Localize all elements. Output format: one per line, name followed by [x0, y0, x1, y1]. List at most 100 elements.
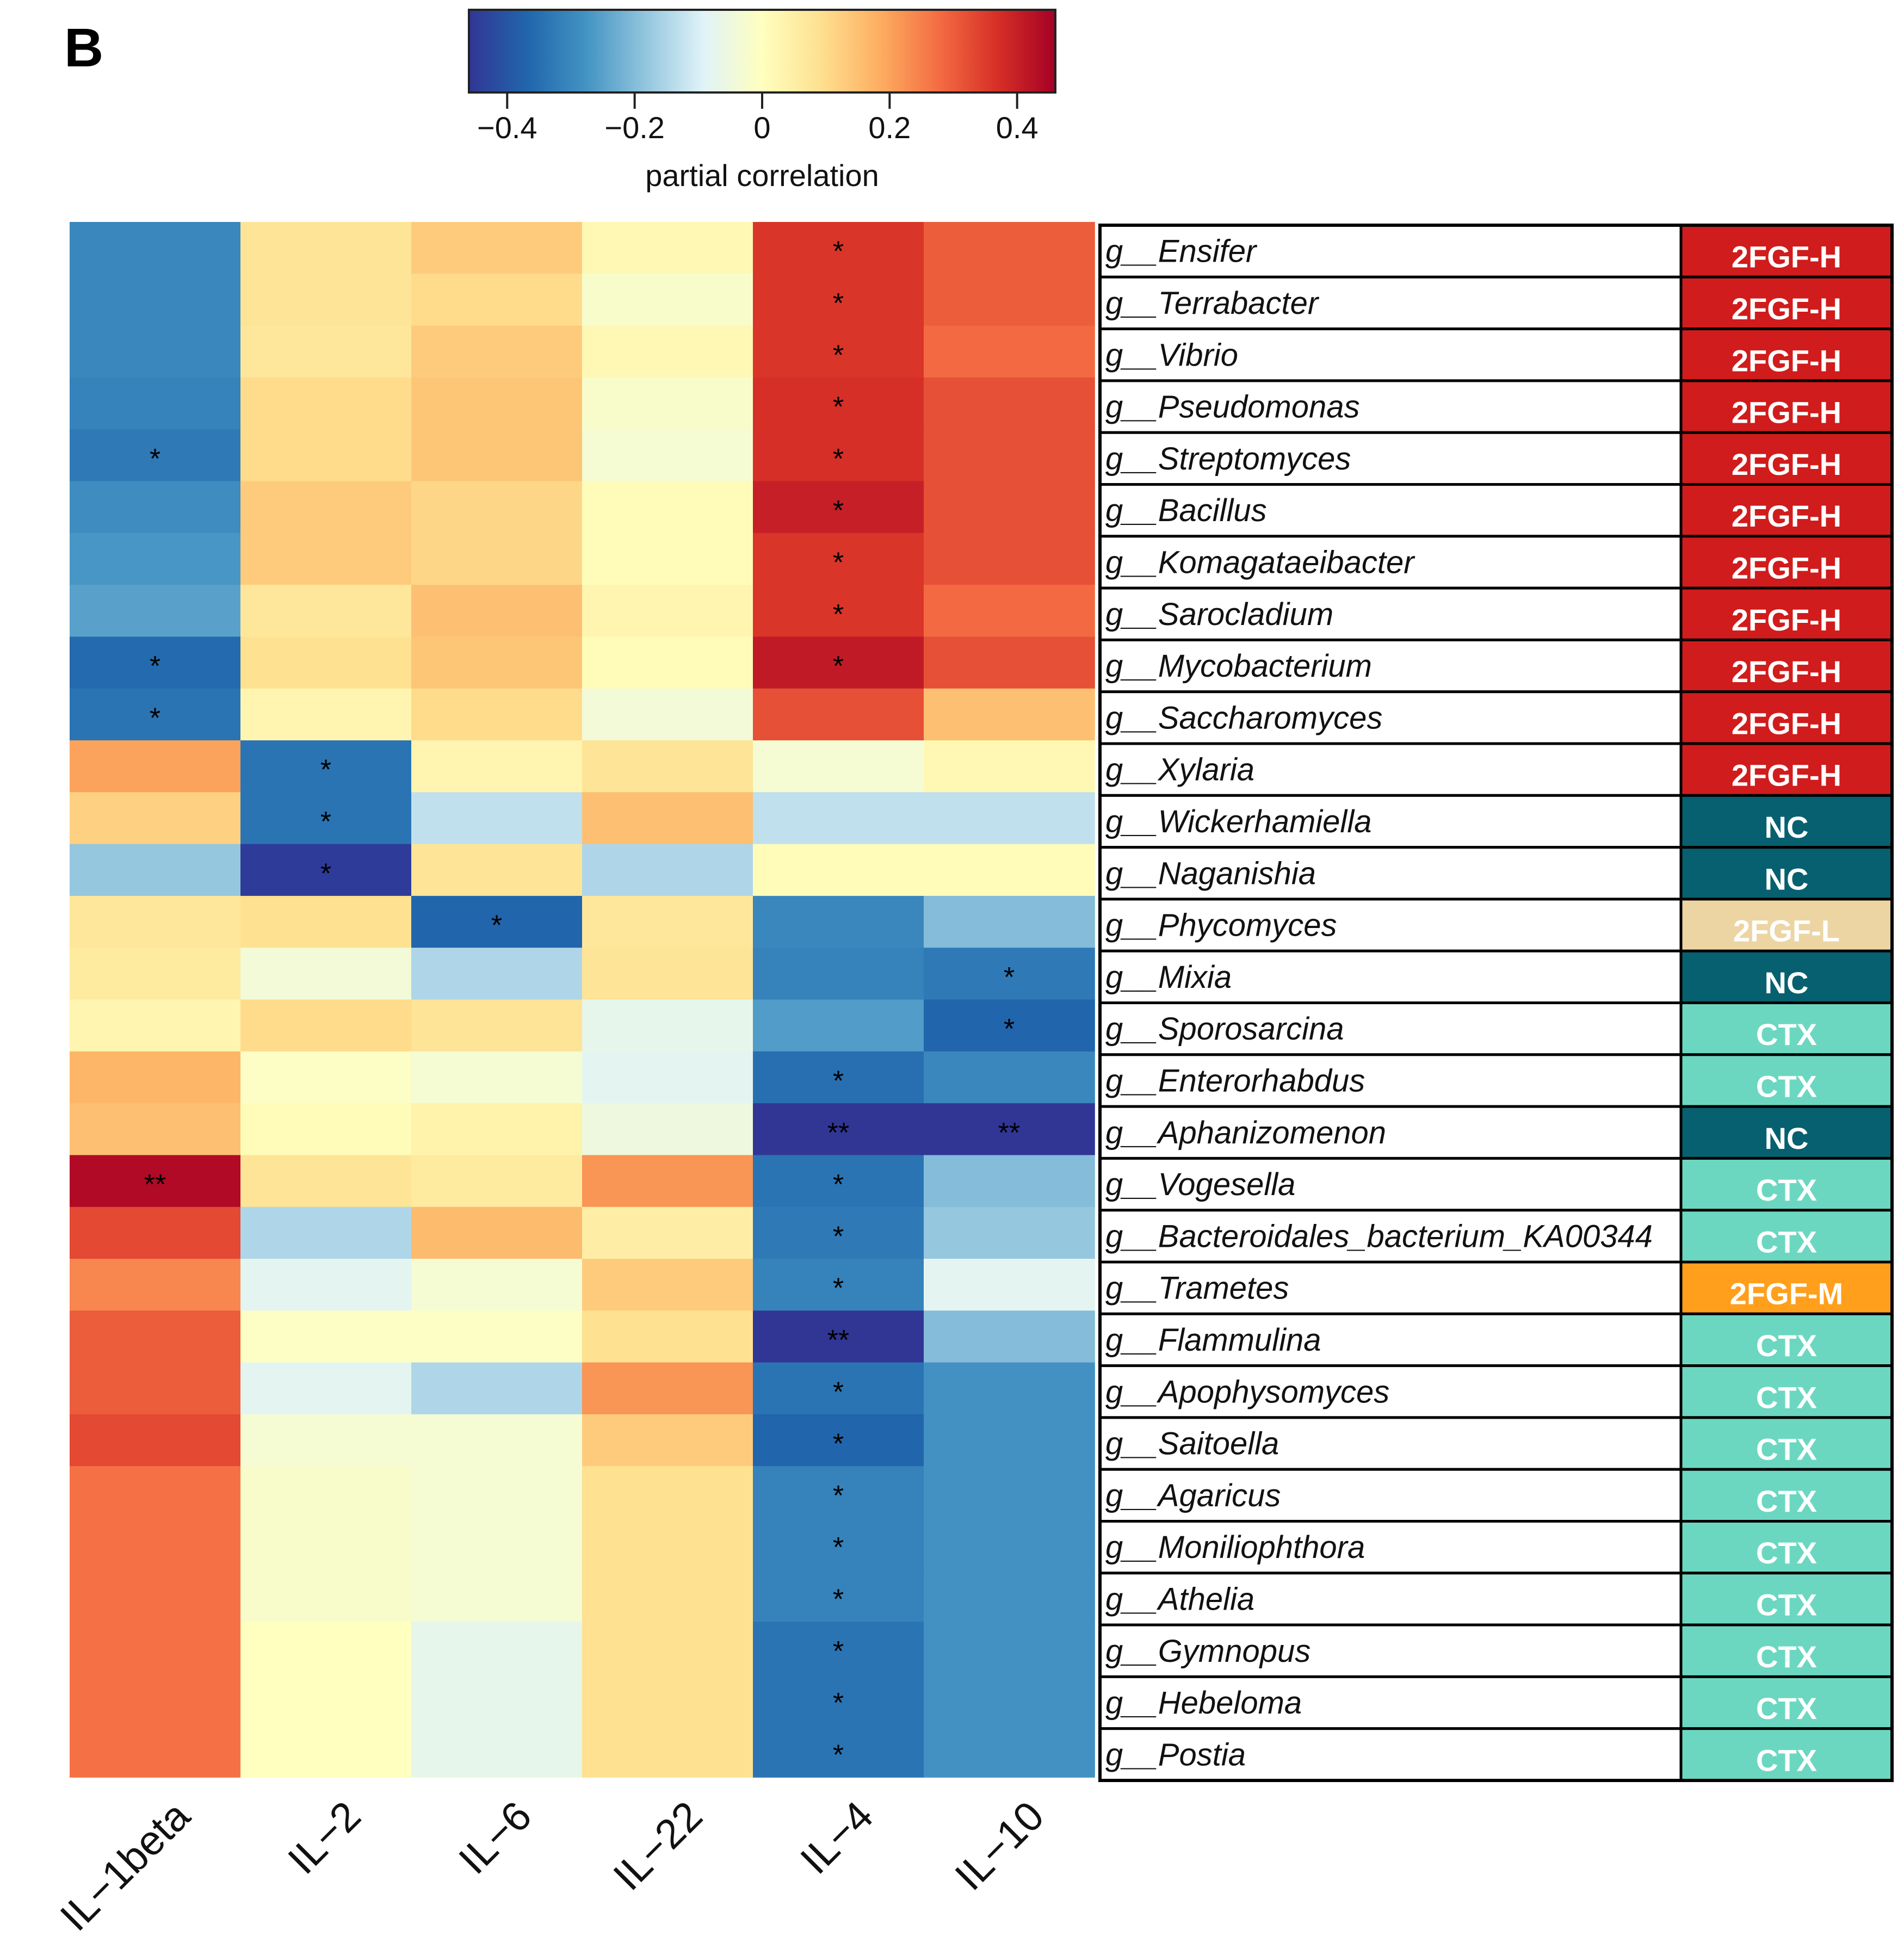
heatmap-cell [753, 533, 924, 585]
significance-mark: * [833, 547, 844, 578]
significance-mark: * [833, 288, 844, 319]
heatmap-cell [70, 481, 241, 534]
heatmap-cell [582, 1622, 753, 1674]
group-label: CTX [1756, 1536, 1817, 1570]
heatmap-cell [753, 377, 924, 430]
heatmap-cell [411, 1414, 583, 1467]
genus-cell [1098, 1209, 1683, 1264]
heatmap-cell [924, 948, 1095, 1000]
colorbar-tick-label: −0.2 [604, 110, 665, 145]
heatmap-cell [70, 740, 241, 793]
heatmap-cell [924, 222, 1095, 275]
heatmap-cell [411, 636, 583, 689]
genus-label: g__Saccharomyces [1105, 700, 1382, 735]
panel-label: B [64, 17, 103, 78]
colorbar-tick-label: 0.4 [996, 110, 1038, 145]
genus-label: g__Trametes [1105, 1271, 1289, 1306]
heatmap-cell [924, 1466, 1095, 1519]
heatmap-cell [582, 429, 753, 482]
genus-cell [1098, 1156, 1683, 1212]
heatmap-cell [411, 844, 583, 896]
genus-label: g__Athelia [1105, 1581, 1254, 1617]
heatmap-cell [411, 1518, 583, 1570]
significance-mark: * [833, 1376, 844, 1408]
heatmap-cell [240, 1518, 412, 1570]
genus-label: g__Postia [1105, 1737, 1246, 1772]
heatmap-cell [924, 1569, 1095, 1622]
significance-mark: * [833, 1532, 844, 1563]
heatmap-cell [240, 688, 412, 741]
heatmap-cell [582, 895, 753, 948]
heatmap-cell [70, 377, 241, 430]
group-label: CTX [1756, 1069, 1817, 1103]
genus-label: g__Apophysomyces [1105, 1374, 1389, 1409]
group-label: NC [1765, 966, 1809, 1000]
heatmap-cell [582, 1310, 753, 1363]
significance-mark: * [833, 1428, 844, 1460]
heatmap-cell [753, 1518, 924, 1570]
genus-cell [1098, 1053, 1683, 1108]
heatmap-cell [753, 1466, 924, 1519]
genus-cell [1098, 586, 1683, 641]
heatmap-cell [582, 1518, 753, 1570]
significance-mark: * [833, 1169, 844, 1201]
heatmap-cell [582, 1362, 753, 1415]
heatmap-cell [924, 1725, 1095, 1778]
heatmap-cell [753, 636, 924, 689]
heatmap-cell [70, 1259, 241, 1312]
significance-mark: * [1004, 1013, 1015, 1045]
heatmap-cell [411, 895, 583, 948]
heatmap-cell [70, 533, 241, 585]
genus-label: g__Wickerhamiella [1105, 804, 1371, 839]
group-label: CTX [1756, 1224, 1817, 1259]
heatmap-cell [582, 481, 753, 534]
heatmap-cells [70, 222, 1095, 1778]
colorbar-tick-label: 0.2 [868, 110, 911, 145]
heatmap-cell [70, 325, 241, 378]
column-label: IL−22 [604, 1792, 711, 1899]
heatmap-cell [582, 792, 753, 845]
group-label: CTX [1756, 1017, 1817, 1052]
genus-label: g__Mycobacterium [1105, 648, 1372, 684]
heatmap-cell [70, 1051, 241, 1104]
group-badge [1679, 898, 1894, 953]
group-badge [1679, 1105, 1894, 1160]
significance-mark: * [320, 754, 331, 786]
genus-label: g__Gymnopus [1105, 1634, 1310, 1669]
heatmap-cell [924, 844, 1095, 896]
heatmap-cell [411, 377, 583, 430]
heatmap-cell [924, 792, 1095, 845]
heatmap-cell [411, 222, 583, 275]
table-outline [1098, 224, 1894, 1782]
heatmap-cell [240, 1569, 412, 1622]
heatmap-cell [70, 948, 241, 1000]
heatmap-cell [411, 1725, 583, 1778]
heatmap-cell [582, 844, 753, 896]
heatmap-cell [582, 585, 753, 638]
heatmap-cell [70, 585, 241, 638]
heatmap-cell [753, 1362, 924, 1415]
heatmap-cell [411, 325, 583, 378]
heatmap-cell [240, 274, 412, 326]
heatmap-cell [411, 274, 583, 326]
heatmap-cell [70, 1414, 241, 1467]
heatmap-cell [70, 429, 241, 482]
heatmap-cell [582, 1051, 753, 1104]
heatmap-cell [240, 1259, 412, 1312]
significance-mark: * [320, 806, 331, 838]
heatmap-cell [924, 740, 1095, 793]
significance-mark: * [833, 1273, 844, 1304]
heatmap-cell [582, 222, 753, 275]
column-label: IL−1beta [52, 1792, 199, 1940]
heatmap-cell [240, 895, 412, 948]
genus-label: g__Xylaria [1105, 752, 1254, 788]
genus-cell [1098, 1727, 1683, 1782]
group-badge [1679, 1727, 1894, 1782]
heatmap-cell [753, 1673, 924, 1726]
column-label: IL−10 [946, 1792, 1053, 1899]
heatmap-cell [70, 1622, 241, 1674]
heatmap-cell [582, 1466, 753, 1519]
heatmap-cell [924, 1259, 1095, 1312]
heatmap-cell [411, 1362, 583, 1415]
